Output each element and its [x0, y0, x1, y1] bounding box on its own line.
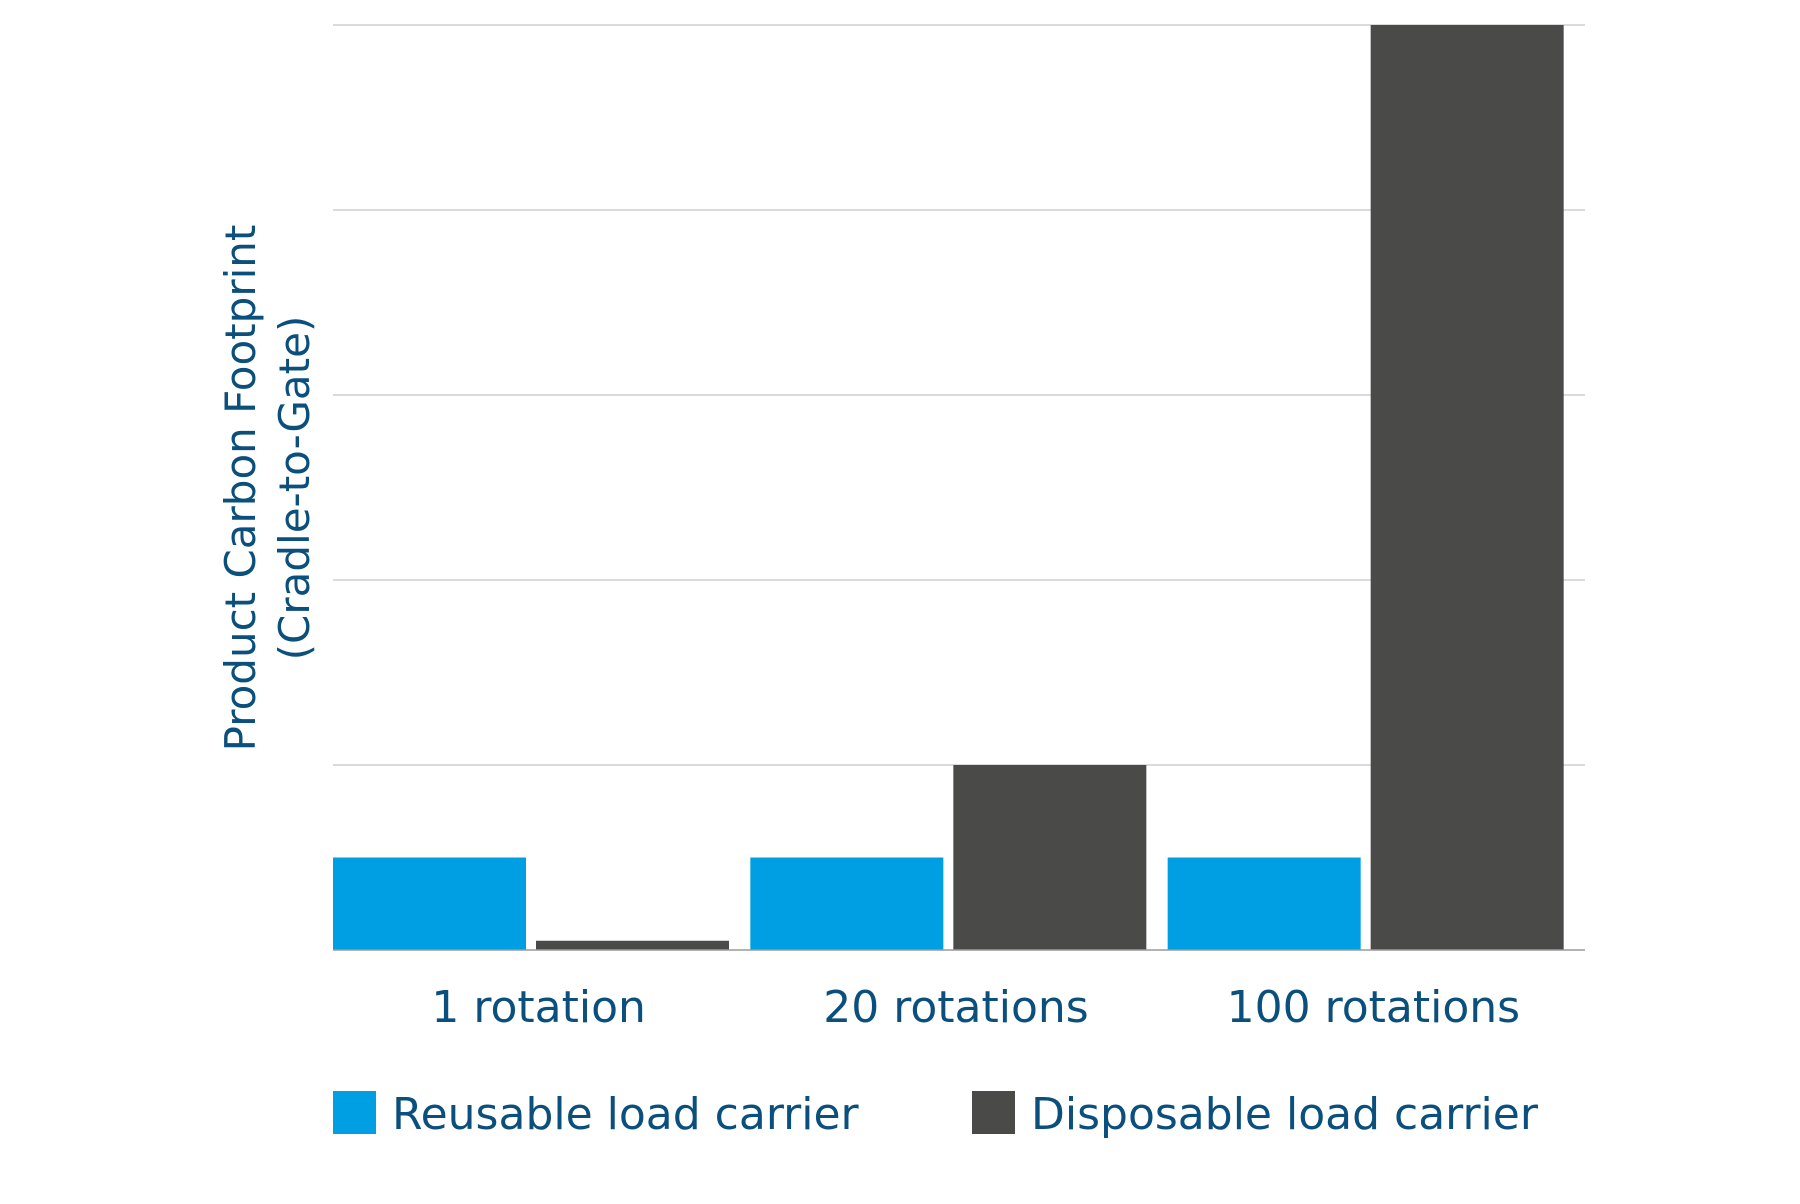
x-tick-label: 100 rotations	[1227, 982, 1520, 1033]
y-axis-label: Product Carbon Footprint (Cradle-to-Gate)	[216, 225, 319, 752]
y-axis-label-line: (Cradle-to-Gate)	[270, 316, 319, 661]
bar-disposable-2	[953, 765, 1147, 950]
bar-disposable-3	[1370, 25, 1564, 950]
y-axis-label-line: Product Carbon Footprint	[216, 225, 265, 752]
legend-swatch	[333, 1091, 376, 1134]
x-tick-label: 20 rotations	[823, 982, 1088, 1033]
bar-reusable-1	[333, 857, 526, 950]
legend-label: Reusable load carrier	[392, 1089, 860, 1140]
legend: Reusable load carrier Disposable load car…	[333, 1089, 1539, 1140]
legend-swatch	[972, 1091, 1015, 1134]
legend-label: Disposable load carrier	[1031, 1089, 1539, 1140]
x-tick-label: 1 rotation	[431, 982, 646, 1033]
bar-disposable-1	[536, 940, 729, 950]
bar-reusable-2	[750, 857, 944, 950]
bar-reusable-3	[1167, 857, 1361, 950]
x-axis: 1 rotation 20 rotations 100 rotations	[333, 949, 1585, 1033]
bars	[333, 25, 1564, 950]
